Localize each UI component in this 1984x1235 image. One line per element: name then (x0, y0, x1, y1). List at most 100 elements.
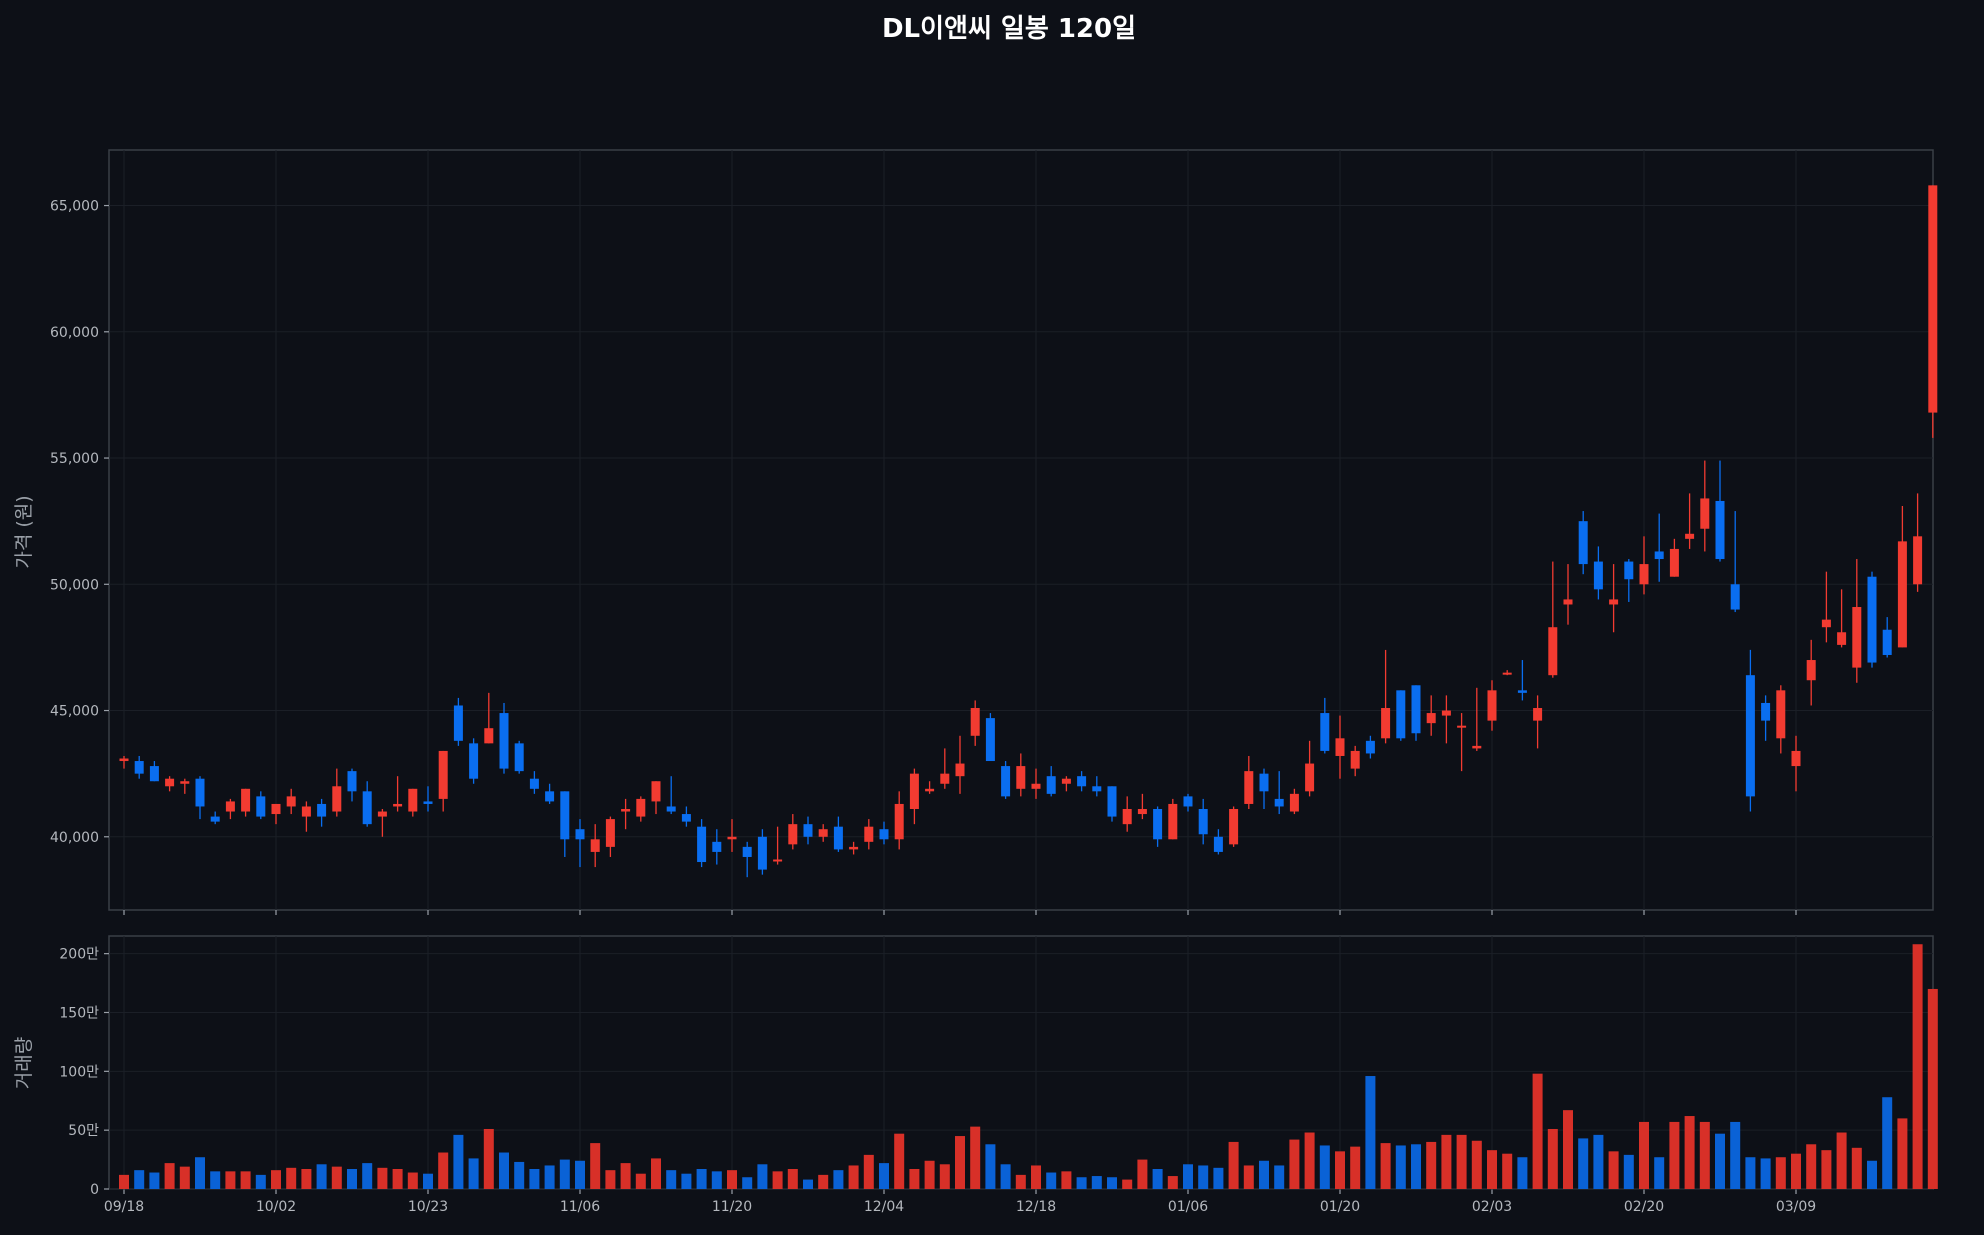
volume-bar (1623, 1154, 1634, 1189)
candle-body (1107, 786, 1117, 817)
volume-bar (559, 1159, 570, 1189)
volume-bar (1395, 1145, 1406, 1189)
volume-bar (210, 1171, 221, 1189)
volume-bar (331, 1166, 342, 1189)
candle-body (864, 826, 874, 842)
volume-bar (787, 1168, 798, 1189)
candle-body (621, 809, 631, 812)
candle-body (1852, 607, 1862, 668)
candle-body (1928, 185, 1938, 413)
price-tick-label: 65,000 (50, 199, 99, 215)
candle-body (651, 781, 661, 802)
volume-tick-label: 0 (90, 1182, 99, 1198)
volume-bar (955, 1136, 965, 1189)
candle-body (1897, 541, 1907, 648)
volume-tick-label: 150만 (59, 1005, 99, 1021)
candle-body (773, 859, 783, 862)
candle-body (940, 773, 950, 784)
volume-bar (681, 1173, 692, 1189)
volume-bar (1715, 1133, 1725, 1189)
candle-body (1244, 771, 1254, 804)
volume-bar (1502, 1153, 1513, 1189)
volume-panel: 09/18 10/02 10/23 11/06 11/20 12/04 12/18 01/06… (59, 935, 1938, 1215)
candle-body (1730, 584, 1740, 610)
candle-body (1305, 763, 1315, 792)
volume-bar (1851, 1147, 1862, 1189)
volume-tick-label: 50만 (68, 1123, 99, 1139)
volume-bar (1365, 1076, 1376, 1189)
volume-bar (985, 1144, 996, 1189)
candle-body (712, 841, 722, 852)
volume-bar (1167, 1176, 1178, 1189)
volume-bar (727, 1170, 737, 1189)
volume-bar (407, 1172, 418, 1189)
volume-bar (1471, 1140, 1482, 1189)
candle-body (1077, 776, 1087, 787)
candle-body (1548, 627, 1558, 676)
candle-body (727, 836, 737, 840)
candle-body (1153, 809, 1163, 840)
volume-bar (1593, 1134, 1604, 1189)
candle-body (1061, 778, 1071, 784)
volume-bar (1669, 1121, 1680, 1189)
candle-body (970, 708, 980, 736)
candle-body (119, 758, 129, 762)
candle-body (1365, 740, 1375, 754)
candle-body (1669, 548, 1679, 577)
volume-bar (1456, 1134, 1467, 1189)
candle-body (575, 829, 585, 840)
candle-body (1183, 796, 1193, 807)
volume-bar (620, 1163, 631, 1189)
volume-bar (1152, 1168, 1163, 1189)
volume-bar (879, 1163, 889, 1189)
volume-bar (1335, 1151, 1345, 1189)
volume-bar (1380, 1143, 1391, 1189)
candle-body (1624, 561, 1634, 580)
volume-bar (240, 1171, 251, 1189)
candle-body (1533, 708, 1543, 721)
volume-bar (468, 1158, 479, 1189)
volume-bar (1745, 1157, 1756, 1189)
candle-body (681, 814, 691, 822)
volume-bar (392, 1168, 403, 1189)
price-tick-label: 60,000 (50, 325, 99, 341)
volume-bar (529, 1168, 540, 1189)
candle-body (423, 801, 433, 804)
x-tick-label: 01/06 (1168, 1199, 1208, 1215)
candle-body (453, 705, 463, 741)
volume-bar (1289, 1139, 1300, 1189)
volume-bar (590, 1143, 601, 1189)
volume-bar (255, 1174, 266, 1189)
candle-body (241, 788, 251, 812)
volume-bar (894, 1133, 905, 1189)
volume-bar (134, 1170, 145, 1189)
candle-body (134, 761, 144, 774)
volume-bar (772, 1171, 783, 1189)
volume-bar (1775, 1157, 1786, 1189)
volume-bar (575, 1160, 585, 1189)
volume-bar (347, 1168, 357, 1189)
volume-bar (924, 1160, 935, 1189)
candle-body (1213, 836, 1223, 852)
volume-bar (362, 1163, 373, 1189)
candle-body (1806, 660, 1816, 681)
volume-bar (863, 1154, 874, 1189)
volume-bar (1137, 1159, 1148, 1189)
candle-body (1031, 783, 1041, 789)
volume-bar (1563, 1110, 1573, 1189)
volume-bar (939, 1164, 950, 1189)
volume-bar (499, 1152, 509, 1189)
volume-bar (1259, 1160, 1269, 1189)
candle-body (332, 786, 342, 812)
volume-bar (1730, 1121, 1741, 1189)
candle-body (1229, 809, 1239, 845)
price-panel: 40,000 45,000 50,000 55,000 60,000 65,000 (50, 149, 1938, 915)
volume-bar (1183, 1164, 1193, 1189)
candle-body (484, 728, 494, 744)
volume-bar (1547, 1128, 1558, 1189)
x-tick-label: 11/20 (712, 1199, 752, 1215)
volume-bar (909, 1168, 920, 1189)
candle-body (742, 846, 752, 857)
volume-bar (1578, 1138, 1589, 1189)
x-tick-label: 01/20 (1320, 1199, 1360, 1215)
